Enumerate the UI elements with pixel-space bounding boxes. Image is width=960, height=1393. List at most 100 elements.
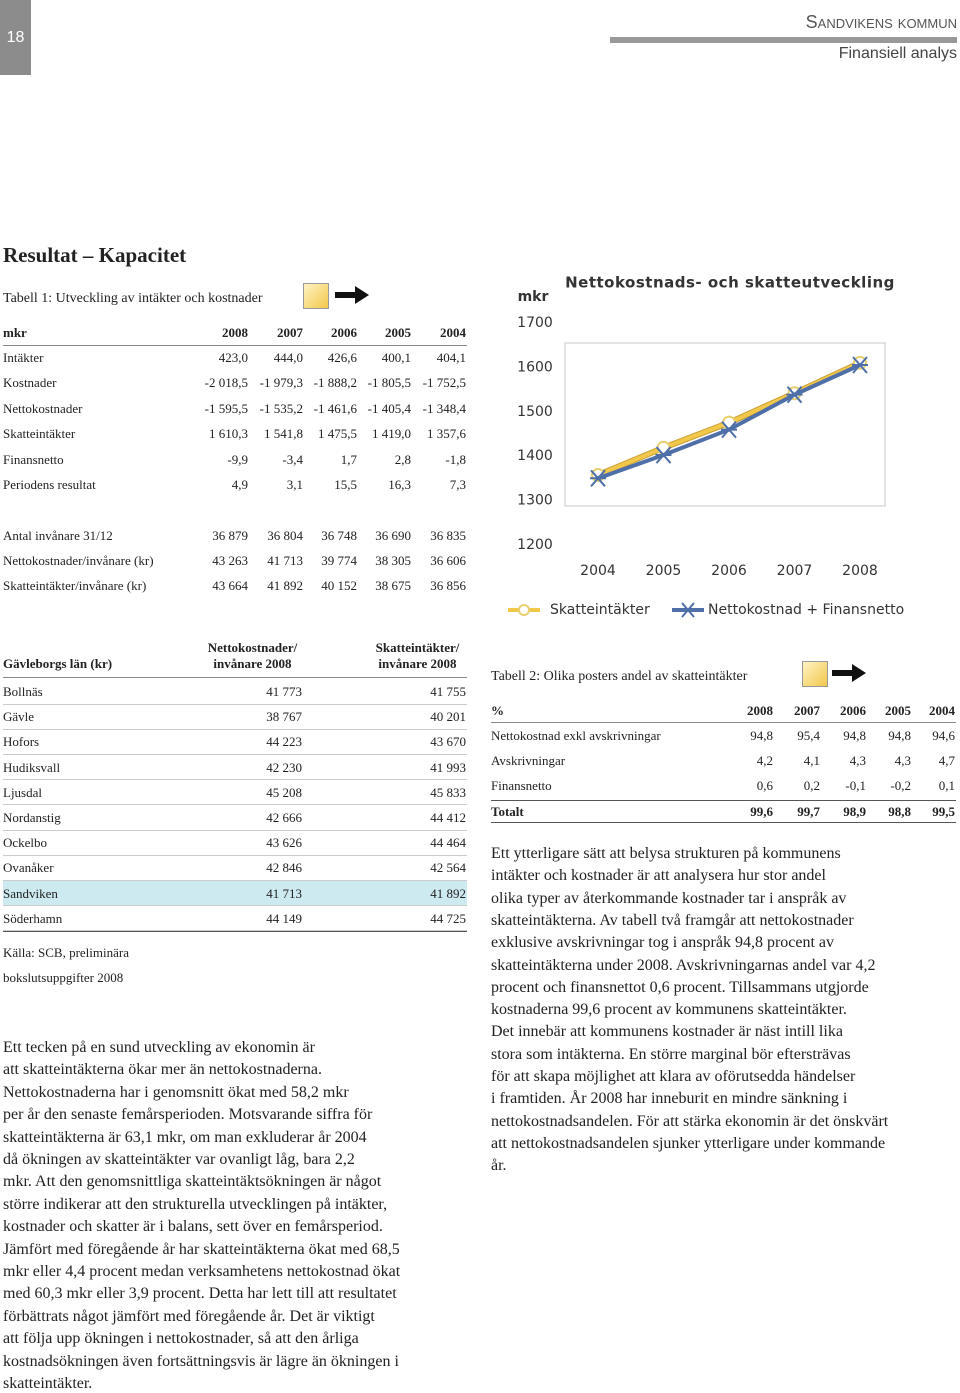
- table-cell: Söderhamn: [3, 910, 63, 926]
- table-rule: [3, 804, 467, 806]
- table-caption: Tabell 2: Olika posters andel av skattei…: [491, 669, 748, 684]
- table-cell: 4,1: [803, 753, 820, 769]
- paragraph-line: Ett ytterligare sätt att belysa struktur…: [491, 845, 841, 862]
- table-cell: -0,1: [845, 778, 866, 794]
- paragraph-line: olika typer av återkommande kostnader ta…: [491, 889, 847, 907]
- table-cell: 1,7: [340, 451, 357, 467]
- table-cell: %: [491, 703, 504, 718]
- table-cell: 2,8: [394, 451, 411, 467]
- table-rule: [3, 905, 467, 907]
- table-cell: Nettokostnader: [3, 400, 83, 416]
- table-cell: 99,7: [797, 803, 820, 819]
- table-cell: 2006: [331, 325, 357, 340]
- table-cell: 36 690: [375, 528, 411, 543]
- paragraph-line: år.: [491, 1157, 507, 1175]
- table-cell: 44 223: [266, 734, 302, 750]
- table-rule: [3, 930, 467, 932]
- table-cell: 94,8: [843, 728, 866, 743]
- table-cell: Hofors: [3, 734, 40, 750]
- point-marker: [722, 415, 736, 430]
- line-halo: [596, 360, 862, 478]
- table-cell: 423,0: [218, 350, 248, 365]
- table-cell: Avskrivningar: [491, 753, 566, 769]
- paragraph-line: för att skapa möjlighet att klara av ofö…: [491, 1068, 856, 1085]
- paragraph-line: med 60,3 mkr eller 3,9 procent. Detta ha…: [3, 1285, 397, 1303]
- table-cell: -2 018,5: [204, 375, 248, 391]
- legend-marker: [681, 602, 695, 618]
- table-cell: 38 675: [375, 578, 411, 594]
- table-cell: 404,1: [436, 350, 466, 365]
- y-tick-label: 1400: [517, 448, 553, 464]
- x-tick-label: 2005: [646, 563, 682, 579]
- table-cell: 99,6: [750, 803, 773, 819]
- page-number: 18: [6, 29, 25, 46]
- header-rule: [610, 37, 957, 43]
- table-cell: 45 208: [266, 784, 302, 800]
- table-cell: 3,1: [286, 477, 303, 492]
- paragraph-line: mkr. Att den genomsnittliga skatteintäkt…: [3, 1173, 382, 1191]
- y-tick-label: 1700: [517, 315, 553, 331]
- table-cell: -1,8: [445, 451, 466, 467]
- table-header: Gävleborgs län (kr): [3, 656, 113, 671]
- table-cell: 94,8: [888, 728, 911, 743]
- table-cell: 44 412: [430, 810, 466, 825]
- table-cell: 1 419,0: [372, 426, 411, 442]
- source-note: bokslutsuppgifter 2008: [3, 970, 124, 985]
- table-cell: 1 610,3: [209, 426, 248, 442]
- table-cell: -1 979,3: [259, 375, 303, 391]
- paragraph-line: förbättrats något jämfört med föregående…: [3, 1307, 375, 1325]
- table-cell: 40 201: [430, 709, 466, 725]
- paragraph-line: Jämfört med föregående år har skatteintä…: [3, 1240, 400, 1258]
- table-cell: 42 564: [430, 860, 466, 876]
- table-cell: -1 348,4: [422, 400, 466, 416]
- table-rule: [3, 779, 467, 781]
- table-cell: Totalt: [491, 803, 524, 819]
- table-cell: Intäkter: [3, 350, 44, 365]
- table-rule: [3, 829, 467, 831]
- point-marker: [787, 386, 802, 401]
- paragraph-line: att nettokostnadsandelen sjunker ytterli…: [491, 1134, 886, 1152]
- table-cell: -9,9: [227, 451, 248, 467]
- table-cell: 42 230: [266, 759, 302, 775]
- page-number-box: [0, 0, 31, 75]
- point-marker: [853, 355, 867, 370]
- table-cell: Antal invånare 31/12: [3, 528, 113, 543]
- table-rule: [491, 722, 956, 723]
- table-cell: 41 993: [430, 759, 466, 775]
- table-cell: 98,9: [843, 803, 866, 819]
- table-cell: 4,7: [938, 753, 955, 769]
- y-tick-label: 1200: [517, 537, 553, 553]
- table-cell: Ockelbo: [3, 835, 48, 851]
- table-cell: 38 767: [266, 709, 302, 725]
- paragraph-line: skatteintäkterna. Av tabell två framgår …: [491, 911, 854, 929]
- paragraph-line: kostnaderna 99,6 procent av kommunens sk…: [491, 1001, 847, 1019]
- table-cell: 2008: [747, 703, 773, 718]
- table-cell: Periodens resultat: [3, 477, 96, 492]
- paragraph-line: större indikerar att den strukturella ut…: [3, 1195, 388, 1213]
- x-tick-label: 2008: [842, 563, 878, 579]
- paragraph-line: kostnadsökningen även fortsättningsvis ä…: [3, 1352, 399, 1370]
- paragraph-line: att skatteintäkterna ökar mer än nettoko…: [3, 1061, 322, 1079]
- table-cell: 43 670: [430, 734, 466, 750]
- table-cell: 36 748: [321, 528, 357, 543]
- table-cell: 2004: [929, 703, 955, 718]
- chart-title: Nettokostnads- och skatteutveckling: [565, 274, 895, 292]
- table-cell: 2005: [385, 325, 411, 340]
- table-cell: 0,2: [803, 778, 820, 794]
- series-line: [597, 363, 861, 481]
- icon-square: [303, 283, 329, 309]
- table-cell: -1 805,5: [367, 375, 411, 391]
- table-caption: Tabell 1: Utveckling av intäkter och kos…: [3, 291, 263, 306]
- paragraph-line: Nettokostnaderna har i genomsnitt ökat m…: [3, 1083, 349, 1101]
- table-cell: 41 713: [266, 885, 302, 901]
- plot-area: [564, 342, 886, 507]
- paragraph-line: mkr eller 4,4 procent medan verksamheten…: [3, 1263, 401, 1280]
- table-cell: 0,6: [756, 778, 773, 794]
- table-cell: 1 357,6: [427, 426, 466, 442]
- table-cell: 38 305: [375, 553, 411, 569]
- paragraph-line: Det innebär att kommunens kostnader är n…: [491, 1023, 843, 1041]
- table-cell: -0,2: [890, 778, 911, 794]
- y-tick-label: 1600: [517, 359, 553, 375]
- table-rule: [3, 931, 467, 932]
